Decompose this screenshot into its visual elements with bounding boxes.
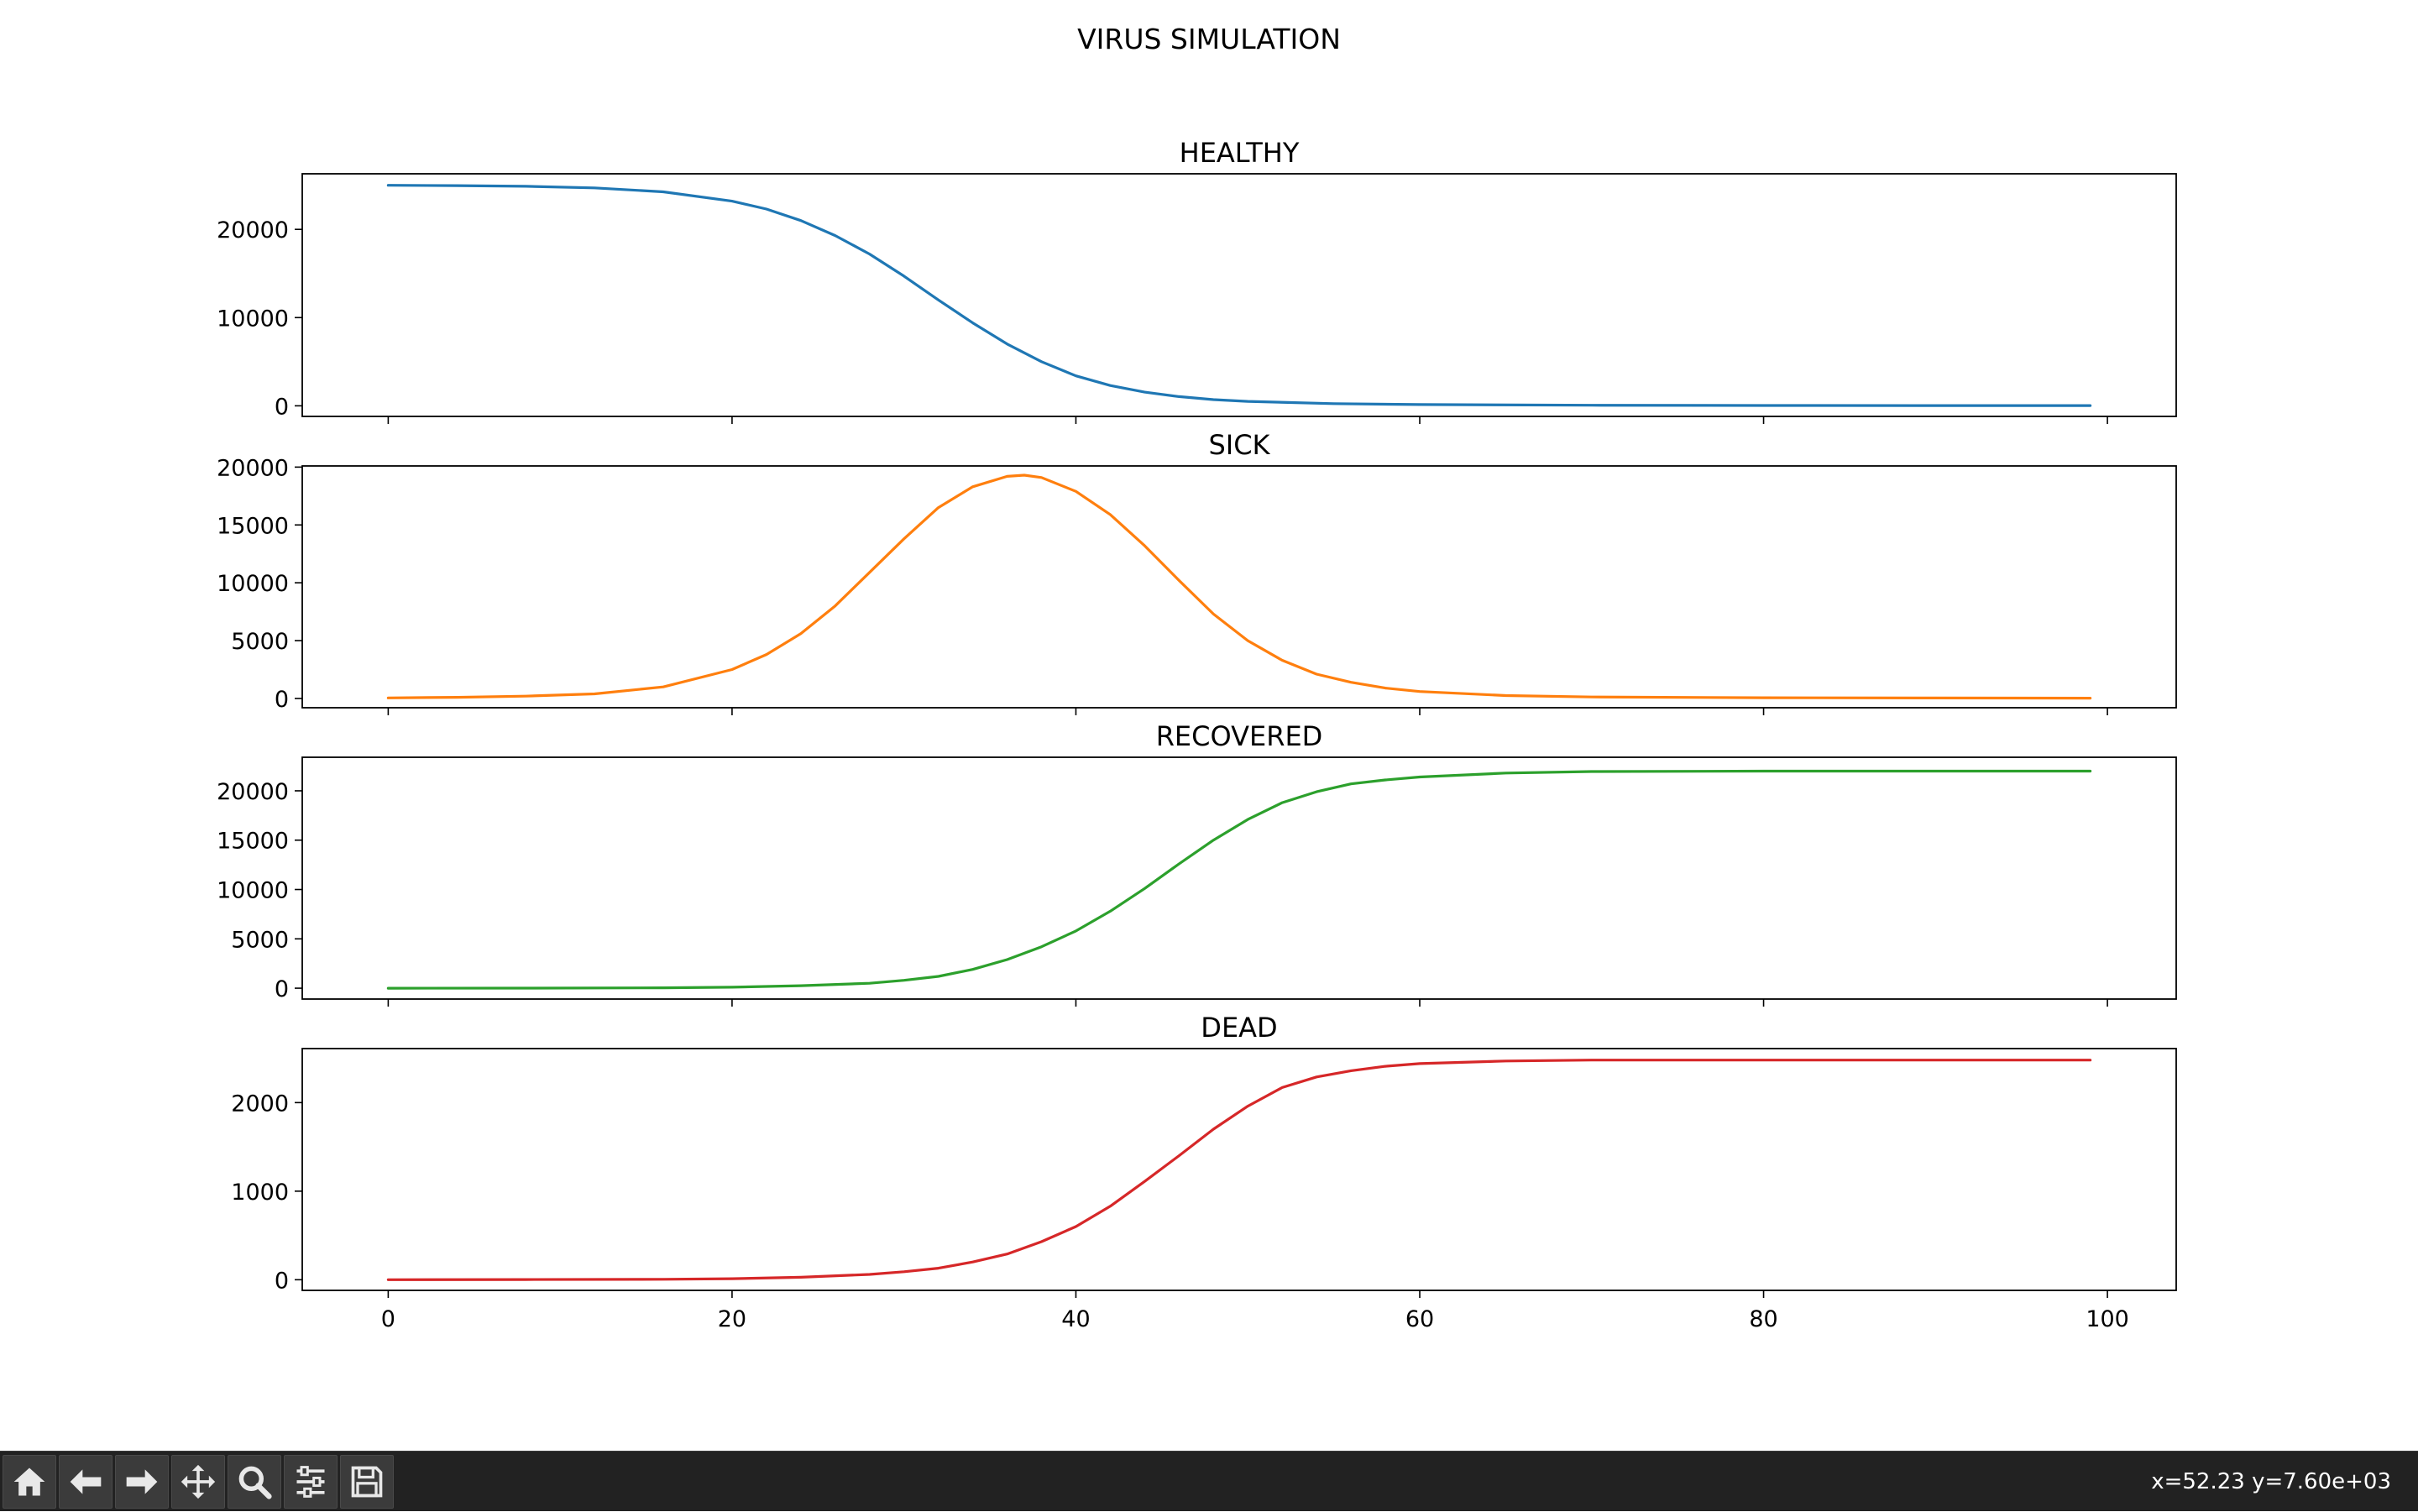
y-tick-label: 2000 (231, 1091, 289, 1117)
y-tick-label: 10000 (217, 306, 289, 332)
configure-subplots-button[interactable] (284, 1455, 338, 1509)
y-tick-label: 0 (275, 976, 289, 1002)
subplot-title: DEAD (1201, 1012, 1277, 1044)
subplot-title: HEALTHY (1180, 137, 1300, 169)
axes-frame (301, 1048, 2177, 1291)
floppy-disk-icon (351, 1466, 383, 1498)
magnifier-icon (238, 1466, 272, 1499)
arrow-left-icon (70, 1469, 102, 1494)
arrow-right-icon (126, 1469, 158, 1494)
axes-frame (301, 465, 2177, 709)
cursor-coordinates-readout: x=52.23 y=7.60e+03 (2151, 1469, 2391, 1494)
x-tick-label: 100 (2086, 1306, 2129, 1332)
y-tick-label: 10000 (217, 878, 289, 904)
y-tick-label: 10000 (217, 571, 289, 597)
y-tick-label: 1000 (231, 1180, 289, 1206)
subplot-sick[interactable]: SICK 0 5000 10000 15000 20000 (217, 429, 2177, 715)
figure-canvas: VIRUS SIMULATION HEALTHY 0 10000 20000 SICK 0… (217, 23, 2177, 1332)
y-tick-label: 20000 (217, 779, 289, 805)
figure-title: VIRUS SIMULATION (1077, 23, 1341, 55)
y-tick-label: 0 (275, 1268, 289, 1294)
home-icon (13, 1468, 45, 1496)
sliders-icon (296, 1466, 325, 1498)
back-button[interactable] (59, 1455, 113, 1509)
x-tick-label: 0 (381, 1306, 395, 1332)
subplot-title: RECOVERED (1156, 720, 1323, 752)
y-tick-label: 15000 (217, 513, 289, 539)
subplot-healthy[interactable]: HEALTHY 0 10000 20000 (217, 137, 2177, 424)
subplot-dead[interactable]: DEAD 0 1000 2000 0 20 40 60 80 100 (231, 1012, 2177, 1332)
subplot-recovered[interactable]: RECOVERED 0 5000 10000 15000 20000 (217, 720, 2177, 1007)
move-icon (181, 1464, 216, 1499)
y-tick-label: 20000 (217, 455, 289, 481)
zoom-button[interactable] (228, 1455, 281, 1509)
y-tick-label: 20000 (217, 217, 289, 243)
series-line-dead (386, 1059, 2092, 1281)
y-tick-label: 0 (275, 687, 289, 713)
series-line-sick (386, 473, 2092, 700)
series-line-recovered (386, 769, 2092, 990)
y-tick-label: 5000 (231, 927, 289, 953)
pan-button[interactable] (171, 1455, 225, 1509)
x-tick-label: 80 (1749, 1306, 1777, 1332)
x-tick-label: 20 (718, 1306, 746, 1332)
forward-button[interactable] (115, 1455, 169, 1509)
axes-frame (301, 173, 2177, 417)
axes-frame (301, 756, 2177, 1000)
y-tick-label: 5000 (231, 629, 289, 655)
save-button[interactable] (340, 1455, 394, 1509)
x-tick-label: 60 (1405, 1306, 1434, 1332)
x-tick-label: 40 (1061, 1306, 1090, 1332)
subplot-title: SICK (1208, 429, 1270, 461)
series-line-healthy (386, 184, 2092, 407)
navigation-toolbar: x=52.23 y=7.60e+03 (0, 1451, 2418, 1511)
figure-svg: VIRUS SIMULATION HEALTHY01000020000SICK0… (217, 23, 2177, 1332)
y-tick-label: 15000 (217, 829, 289, 855)
home-button[interactable] (3, 1455, 56, 1509)
y-tick-label: 0 (275, 394, 289, 420)
